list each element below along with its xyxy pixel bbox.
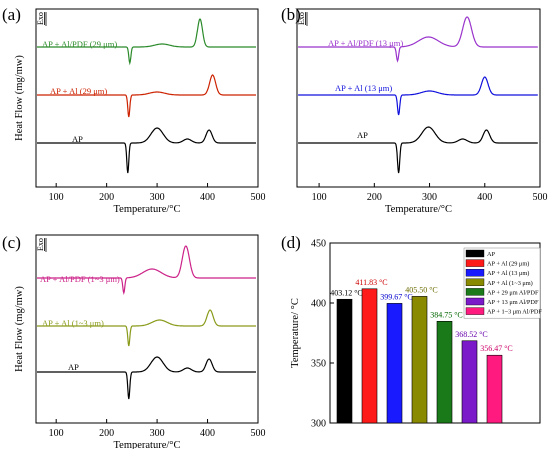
legend-label-6: AP + 1~3 μm Al/PDF xyxy=(487,309,542,316)
x-tick-label: 300 xyxy=(150,428,165,439)
bar-value-label-4: 384.75 °C xyxy=(430,310,463,319)
y-axis-title: Heat Flow (mg/mw) xyxy=(14,55,25,141)
series-line-2 xyxy=(37,18,256,66)
x-tick-label: 100 xyxy=(49,192,64,203)
y-tick-label: 350 xyxy=(311,359,326,370)
series-label-0: AP xyxy=(357,130,368,140)
y-tick-label: 450 xyxy=(311,239,326,250)
series-label-2: AP + Al/PDF (1~3 μm) xyxy=(40,274,120,284)
panel-c-line-chart: (c) Exo 100 200 300 400 500 Temperature/°C Heat … xyxy=(2,233,266,449)
series-line-0 xyxy=(298,126,538,174)
panel-b-line-chart: (b)Exo 100 200 300 400 500 Temperature/°C AP AP … xyxy=(281,5,548,215)
x-tick-label: 500 xyxy=(251,428,266,439)
series-label-0: AP xyxy=(68,362,79,372)
x-tick-label: 400 xyxy=(200,192,215,203)
bar-value-label-0: 403.12 °C xyxy=(330,288,363,297)
legend-swatch-3 xyxy=(465,278,485,286)
series-label-2: AP + Al/PDF (13 μm) xyxy=(328,38,403,48)
x-tick-label: 300 xyxy=(422,192,437,203)
x-tick-label: 500 xyxy=(533,192,548,203)
series-line-1 xyxy=(298,76,538,116)
panel-a-line-chart: (a) Exo 100 200 300 400 500 Temperature/°C Heat … xyxy=(2,5,266,215)
x-axis-title: Temperature/°C xyxy=(385,204,452,215)
panel-label: (c) xyxy=(2,233,21,252)
series-label-1: AP + Al (1~3 μm) xyxy=(42,318,104,328)
legend-swatch-6 xyxy=(465,307,485,315)
series-line-0 xyxy=(37,127,256,174)
x-axis-title: Temperature/°C xyxy=(113,204,180,215)
legend-label-3: AP + Al (1~3 μm) xyxy=(487,280,533,287)
x-axis-title: Temperature/°C xyxy=(113,440,180,449)
bar-value-label-6: 356.47 °C xyxy=(480,344,513,353)
bar-value-label-5: 368.52 °C xyxy=(455,330,488,339)
x-tick-label: 100 xyxy=(312,192,327,203)
series-label-1: AP + Al (29 μm) xyxy=(50,86,107,96)
x-tick-label: 300 xyxy=(150,192,165,203)
series-label-0: AP xyxy=(72,134,83,144)
legend-label-2: AP + Al (13 μm) xyxy=(487,270,529,277)
exo-label: Exo xyxy=(36,12,45,25)
bar-value-label-3: 405.50 °C xyxy=(405,285,438,294)
x-tick-label: 200 xyxy=(99,192,114,203)
y-tick-label: 400 xyxy=(311,299,326,310)
bar-0 xyxy=(336,298,353,424)
bar-5 xyxy=(461,340,478,424)
legend-swatch-4 xyxy=(465,288,485,296)
legend-swatch-1 xyxy=(465,259,485,267)
series-line-0 xyxy=(37,356,256,400)
panel-label: (d) xyxy=(281,233,301,252)
legend-label-1: AP + Al (29 μm) xyxy=(487,261,529,268)
plot-frame xyxy=(35,8,259,188)
panel-label: (a) xyxy=(2,5,21,24)
bar-value-label-1: 411.83 °C xyxy=(355,278,387,287)
bar-1 xyxy=(361,288,378,424)
series-line-2 xyxy=(37,245,256,296)
x-tick-label: 400 xyxy=(477,192,492,203)
legend-label-4: AP + 29 μm Al/PDF xyxy=(487,289,539,296)
panel-label: (b) xyxy=(281,5,301,24)
legend-swatch-2 xyxy=(465,269,485,277)
x-tick-label: 500 xyxy=(251,192,266,203)
x-tick-label: 100 xyxy=(49,428,64,439)
exo-label: Exo xyxy=(36,238,45,251)
bar-3 xyxy=(411,296,428,424)
series-line-1 xyxy=(37,74,256,118)
bar-6 xyxy=(486,354,503,424)
plot-frame xyxy=(329,242,541,424)
series-label-1: AP + Al (13 μm) xyxy=(335,83,392,93)
y-tick-label: 300 xyxy=(311,419,326,430)
legend-swatch-5 xyxy=(465,297,485,306)
bar-4 xyxy=(436,320,453,424)
plot-frame xyxy=(35,234,259,424)
x-tick-label: 200 xyxy=(99,428,114,439)
plot-frame xyxy=(296,8,541,188)
series-line-2 xyxy=(298,16,538,63)
series-line-1 xyxy=(37,309,256,347)
series-label-2: AP + Al/PDF (29 μm) xyxy=(42,39,117,49)
y-axis-title: Heat Flow (mg/mw) xyxy=(14,286,25,372)
bar-2 xyxy=(386,303,403,424)
y-axis-title: Temperature/ °C xyxy=(290,298,301,368)
legend-label-0: AP xyxy=(487,251,496,258)
x-tick-label: 400 xyxy=(200,428,215,439)
x-tick-label: 200 xyxy=(367,192,382,203)
legend-swatch-0 xyxy=(465,249,485,258)
bar-value-label-2: 399.67 °C xyxy=(380,292,413,301)
legend-label-5: AP + 13 μm Al/PDF xyxy=(487,299,539,306)
exo-label: Exo xyxy=(297,12,306,25)
